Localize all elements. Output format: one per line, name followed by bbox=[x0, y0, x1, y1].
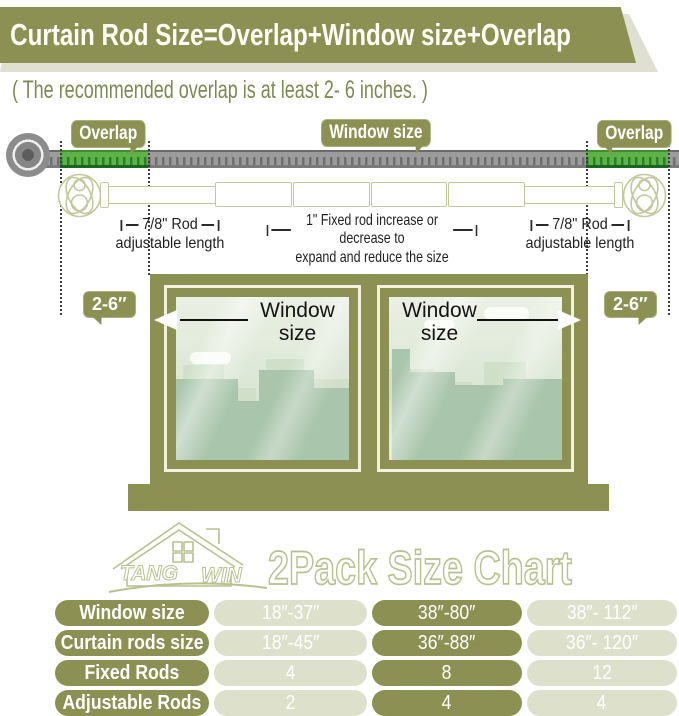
brand-text-right: WIN bbox=[201, 564, 243, 587]
row-header: Curtain rods size bbox=[55, 630, 209, 656]
table-cell: 8 bbox=[372, 660, 522, 686]
table-cell: 2 bbox=[214, 690, 367, 716]
cloud-shape bbox=[189, 352, 232, 364]
table-cell: 38″- 112″ bbox=[527, 600, 677, 626]
table-cell: 18″-45″ bbox=[214, 630, 367, 656]
gap-badge-right: 2-6″ bbox=[604, 291, 657, 325]
chart-title: 2Pack Size Chart bbox=[268, 541, 572, 594]
house-logo-icon: TANG WIN bbox=[108, 522, 268, 593]
rod-tube-left bbox=[108, 186, 216, 204]
rod-dim-right-sub: adjustable length bbox=[525, 235, 635, 252]
arrow-left-icon bbox=[154, 310, 177, 330]
table-cell: 36″- 120″ bbox=[527, 630, 677, 656]
rod-finial-right-icon bbox=[622, 173, 667, 218]
rod-collar-right bbox=[614, 182, 623, 208]
chart-title-graphic: 2Pack Size Chart bbox=[267, 540, 573, 595]
arrow-right-icon bbox=[558, 310, 581, 330]
rod-dim-right-text: 7/8" Rod bbox=[552, 216, 608, 233]
rod-dim-left-sub: adjustable length bbox=[115, 235, 225, 252]
rod-dim-center-line2: expand and reduce the size bbox=[295, 249, 449, 266]
brand-text-left: TANG bbox=[120, 562, 178, 585]
overlap-badge-left: Overlap bbox=[71, 120, 146, 155]
window-size-badge: Window size bbox=[321, 119, 431, 154]
rod-segment bbox=[370, 182, 448, 207]
measure-line-right bbox=[477, 319, 558, 321]
building-silhouette bbox=[503, 378, 562, 460]
rod-dim-left: 7/8" Rod adjustable length bbox=[103, 216, 238, 253]
table-cell: 36″-88″ bbox=[372, 630, 522, 656]
guide-line-inner-right bbox=[586, 141, 588, 275]
title-banner: Curtain Rod Size=Overlap+Window size+Ove… bbox=[0, 7, 636, 63]
window-frame: Window size Window size bbox=[150, 274, 588, 484]
table-cell: 12 bbox=[527, 660, 677, 686]
measuring-tape bbox=[36, 150, 679, 168]
table-cell: 4 bbox=[372, 690, 522, 716]
building-silhouette bbox=[409, 371, 455, 460]
table-cell: 4 bbox=[214, 660, 367, 686]
row-header: Adjustable Rods bbox=[55, 690, 209, 716]
pane-label-right: Window size bbox=[402, 299, 477, 345]
building-silhouette bbox=[259, 370, 315, 460]
badge-tail bbox=[633, 316, 649, 325]
measure-line-left bbox=[180, 319, 248, 321]
table-cell: 4 bbox=[527, 690, 677, 716]
building-silhouette bbox=[454, 385, 504, 460]
rod-center-section bbox=[215, 182, 525, 207]
table-cell: 38″-80″ bbox=[372, 600, 522, 626]
cloud-shape bbox=[484, 306, 530, 320]
tape-roll-icon bbox=[6, 133, 50, 177]
building-silhouette bbox=[392, 349, 410, 460]
rod-segment bbox=[292, 182, 370, 207]
rod-dim-center: 1" Fixed rod increase or decrease to exp… bbox=[266, 212, 478, 267]
guide-line-outer-left bbox=[60, 141, 62, 315]
row-header: Fixed Rods bbox=[55, 660, 209, 686]
building-silhouette bbox=[176, 378, 239, 460]
rod-dim-center-line1: 1" Fixed rod increase or decrease to bbox=[305, 212, 439, 247]
window-sill bbox=[128, 484, 609, 511]
glass-reflection bbox=[176, 297, 349, 460]
overlap-segment-left bbox=[60, 150, 148, 168]
size-chart-table: Window size 18″-37″ 38″-80″ 38″- 112″ Cu… bbox=[55, 600, 677, 716]
tape-ticks bbox=[36, 157, 679, 165]
gap-badge-left: 2-6″ bbox=[83, 291, 136, 325]
row-header: Window size bbox=[55, 600, 209, 626]
subtitle: ( The recommended overlap is at least 2-… bbox=[12, 76, 428, 104]
table-cell: 18″-37″ bbox=[214, 600, 367, 626]
overlap-badge-right: Overlap bbox=[597, 120, 672, 155]
building-silhouette bbox=[238, 401, 260, 460]
badge-tail bbox=[91, 316, 107, 325]
window-sash-left bbox=[164, 285, 361, 472]
rod-tube-right bbox=[524, 186, 616, 204]
page-title: Curtain Rod Size=Overlap+Window size+Ove… bbox=[10, 17, 571, 52]
window-glass-right bbox=[389, 297, 562, 460]
rod-segment bbox=[215, 182, 292, 207]
rod-finial-left-icon bbox=[57, 173, 102, 218]
rod-segment bbox=[448, 182, 525, 207]
glass-reflection bbox=[389, 297, 562, 460]
rod-dim-right: 7/8" Rod adjustable length bbox=[513, 216, 648, 253]
cloud-shape bbox=[423, 319, 455, 330]
window-glass-left bbox=[176, 297, 349, 460]
pane-label-left: Window size bbox=[260, 299, 335, 345]
rod-dim-left-text: 7/8" Rod bbox=[142, 216, 198, 233]
building-silhouette bbox=[310, 388, 349, 460]
window-sash-right bbox=[377, 285, 574, 472]
guide-line-outer-right bbox=[668, 141, 670, 315]
guide-line-inner-left bbox=[148, 141, 150, 275]
overlap-segment-right bbox=[586, 150, 668, 168]
